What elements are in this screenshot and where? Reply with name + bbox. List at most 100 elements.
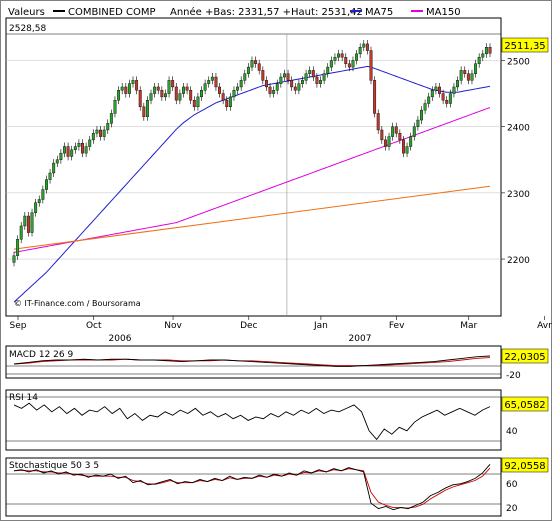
candle-body xyxy=(438,86,441,94)
candle-body xyxy=(380,129,384,141)
candle-body xyxy=(167,80,171,94)
range-info: Année +Bas: 2331,57 +Haut: 2531,42 xyxy=(170,6,363,18)
candle-body xyxy=(488,47,492,54)
candle-body xyxy=(290,80,294,88)
valeurs-label: Valeurs xyxy=(8,7,45,18)
date-axis: Sep Oct Nov Dec Jan Fev Mar Avr xyxy=(10,316,552,331)
rsi-last-value: 65,0582 xyxy=(504,400,545,411)
candle-body xyxy=(145,99,149,117)
stoch-value-box xyxy=(501,457,549,473)
candle-body xyxy=(66,146,70,157)
macd-last-value: 22,0305 xyxy=(504,352,545,363)
candle-body xyxy=(55,159,59,164)
candle-body xyxy=(391,126,395,137)
candle-body xyxy=(405,146,409,154)
candle-body xyxy=(416,119,420,127)
candle-body xyxy=(113,99,117,114)
candle-body xyxy=(402,139,405,154)
candle-body xyxy=(135,80,139,91)
candle-body xyxy=(142,106,146,117)
candle-body xyxy=(23,215,27,227)
macd-lines xyxy=(6,355,501,375)
stoch-tick-60: 60 xyxy=(506,480,518,490)
candle-body xyxy=(304,73,308,81)
ma75-legend-label: MA75 xyxy=(365,7,393,18)
candle-body xyxy=(30,212,34,233)
candle-body xyxy=(77,143,81,147)
candle-body xyxy=(34,202,38,213)
ma150-legend-label: MA150 xyxy=(426,7,461,18)
candle-body xyxy=(365,43,369,51)
candle-body xyxy=(178,93,182,101)
candle-body xyxy=(84,146,88,154)
candle-body xyxy=(153,86,157,94)
candle-body xyxy=(337,53,340,58)
candle-body xyxy=(257,63,261,71)
macd-line xyxy=(13,355,491,367)
candle-body xyxy=(228,96,232,108)
candle-body xyxy=(369,50,373,81)
candle-body xyxy=(124,86,128,94)
candle-body xyxy=(254,60,258,64)
candle-body xyxy=(48,172,52,180)
month-label: Sep xyxy=(10,321,27,331)
price-tick-label: 2500 xyxy=(507,57,530,67)
candle-body xyxy=(344,56,348,64)
macd-panel-frame xyxy=(5,345,502,379)
candle-body xyxy=(164,93,167,98)
candlesticks xyxy=(12,39,492,267)
price-tick-label: 2400 xyxy=(507,124,530,134)
price-axis: 2200 2300 2400 2500 xyxy=(501,57,530,266)
candle-body xyxy=(456,80,459,88)
candle-body xyxy=(37,199,41,203)
candle-body xyxy=(189,90,193,101)
candle-body xyxy=(459,70,463,81)
candle-body xyxy=(81,143,84,154)
rsi-line xyxy=(13,402,491,441)
candle-body xyxy=(412,126,416,137)
month-label: Mar xyxy=(460,321,477,331)
candle-body xyxy=(102,129,106,137)
price-tick-label: 2300 xyxy=(507,190,530,200)
candle-body xyxy=(12,255,16,263)
candle-body xyxy=(70,149,74,157)
candle-body xyxy=(239,80,243,88)
candle-body xyxy=(272,90,276,94)
last-price-box xyxy=(501,37,549,53)
candle-body xyxy=(117,90,121,101)
macd-title: MACD 12 26 9 xyxy=(9,350,73,360)
year-label-2006: 2006 xyxy=(109,334,132,344)
price-tick-label: 2200 xyxy=(507,256,530,266)
candle-body xyxy=(120,86,124,91)
candle-body xyxy=(138,90,142,108)
candle-body xyxy=(355,53,359,61)
macd-value-box xyxy=(501,348,549,364)
candle-body xyxy=(19,225,23,240)
candle-body xyxy=(279,76,283,84)
candle-body xyxy=(308,70,312,74)
macd-tick-label: -20 xyxy=(506,371,521,381)
candle-body xyxy=(333,56,337,61)
candle-body xyxy=(358,47,362,55)
candle-body xyxy=(275,83,279,91)
candle-body xyxy=(301,80,304,84)
candle-body xyxy=(88,139,92,147)
candle-body xyxy=(373,80,377,114)
candle-body xyxy=(16,238,20,256)
candle-body xyxy=(474,63,478,74)
high-label: 2528,58 xyxy=(9,24,46,34)
candle-body xyxy=(463,70,467,74)
candle-body xyxy=(420,109,423,121)
candle-body xyxy=(185,86,189,91)
month-label: Jan xyxy=(313,321,328,331)
ma75-line xyxy=(13,65,491,303)
main-panel-frame xyxy=(5,17,502,317)
rsi-lines xyxy=(6,396,501,442)
watermark: © IT-Finance.com / Boursorama xyxy=(14,299,141,308)
stoch-panel-frame xyxy=(5,457,502,517)
candle-body xyxy=(232,90,236,98)
candle-body xyxy=(383,139,387,147)
candle-body xyxy=(131,80,135,84)
candle-body xyxy=(376,113,380,131)
candle-body xyxy=(106,123,110,131)
